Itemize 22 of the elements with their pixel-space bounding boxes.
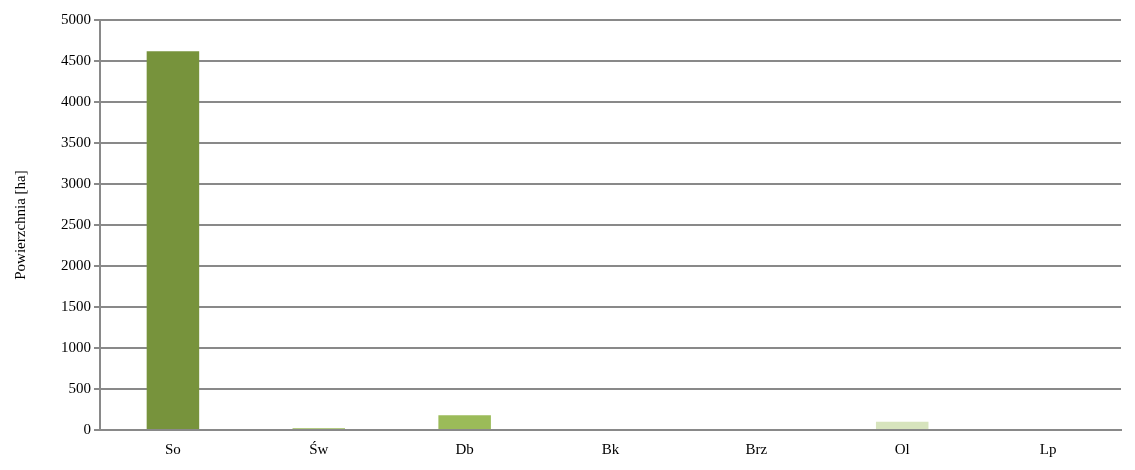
x-tick-label: Ol: [894, 440, 910, 457]
bar: [146, 51, 200, 429]
y-tick-label: 3500: [61, 133, 91, 150]
y-tick-label: 5000: [61, 10, 91, 27]
y-tick-label: 0: [83, 420, 91, 437]
y-tick-label: 1000: [61, 338, 91, 355]
bar: [438, 415, 491, 429]
x-tick-label: Bk: [601, 440, 620, 457]
y-tick-label: 1500: [61, 297, 91, 314]
bar: [875, 421, 929, 429]
y-tick-label: 3000: [61, 174, 91, 191]
x-tick-label: Db: [455, 440, 474, 457]
y-tick-label: 2500: [61, 215, 91, 232]
y-tick-label: 2000: [61, 256, 91, 273]
x-tick-label: Św: [309, 440, 329, 457]
x-tick-label: Lp: [1039, 440, 1057, 457]
y-tick-label: 4000: [61, 92, 91, 109]
x-tick-label: So: [165, 440, 181, 457]
y-axis-title: Powierzchnia [ha]: [11, 170, 28, 280]
x-tick-label: Brz: [745, 440, 768, 457]
y-tick-label: 500: [68, 379, 91, 396]
y-tick-label: 4500: [61, 51, 91, 68]
